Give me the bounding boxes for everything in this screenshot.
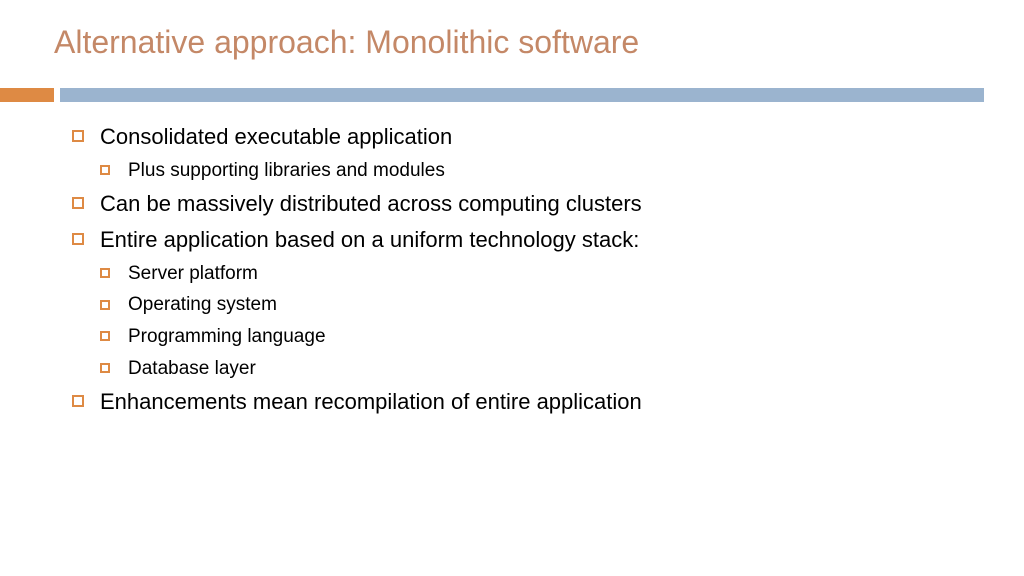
divider-main xyxy=(60,88,984,102)
list-item: Enhancements mean recompilation of entir… xyxy=(72,387,984,417)
list-item: Entire application based on a uniform te… xyxy=(72,225,984,255)
list-item: Plus supporting libraries and modules xyxy=(100,158,984,184)
list-item-text: Can be massively distributed across comp… xyxy=(100,191,642,216)
list-item-text: Entire application based on a uniform te… xyxy=(100,227,639,252)
divider-accent xyxy=(0,88,54,102)
list-item-text: Programming language xyxy=(128,326,326,347)
square-bullet-icon xyxy=(72,233,84,245)
slide: { "title": { "text": "Alternative approa… xyxy=(0,0,1024,576)
list-item: Operating system xyxy=(100,292,984,318)
bullet-list: Consolidated executable application Plus … xyxy=(72,122,984,417)
list-item: Consolidated executable application xyxy=(72,122,984,152)
list-item: Programming language xyxy=(100,324,984,350)
list-item-text: Operating system xyxy=(128,294,277,315)
list-item-text: Enhancements mean recompilation of entir… xyxy=(100,389,642,414)
title-divider xyxy=(0,88,1024,102)
square-bullet-icon xyxy=(100,331,110,341)
list-item: Can be massively distributed across comp… xyxy=(72,189,984,219)
square-bullet-icon xyxy=(100,363,110,373)
slide-title: Alternative approach: Monolithic softwar… xyxy=(54,24,639,61)
list-item: Server platform xyxy=(100,261,984,287)
square-bullet-icon xyxy=(100,268,110,278)
square-bullet-icon xyxy=(72,130,84,142)
square-bullet-icon xyxy=(72,197,84,209)
list-item-text: Server platform xyxy=(128,263,258,284)
square-bullet-icon xyxy=(100,300,110,310)
list-item: Database layer xyxy=(100,356,984,382)
list-item-text: Consolidated executable application xyxy=(100,124,452,149)
content-area: Consolidated executable application Plus … xyxy=(72,122,984,423)
square-bullet-icon xyxy=(72,395,84,407)
list-item-text: Database layer xyxy=(128,358,256,379)
square-bullet-icon xyxy=(100,165,110,175)
list-item-text: Plus supporting libraries and modules xyxy=(128,160,445,181)
